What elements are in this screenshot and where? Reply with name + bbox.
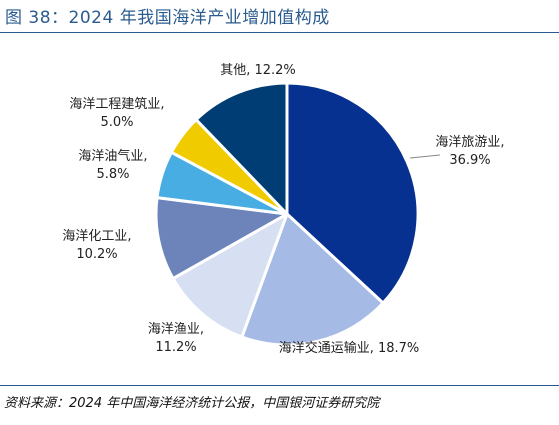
title-divider bbox=[0, 32, 559, 33]
pie-slice-chemical bbox=[154, 196, 289, 281]
data-label-engineering: 海洋工程建筑业, 5.0% bbox=[69, 96, 164, 130]
data-label-fishery: 海洋渔业, 11.2% bbox=[148, 322, 204, 355]
data-label-transport: 海洋交通运输业, 18.7% bbox=[279, 340, 420, 356]
pie-slice-other bbox=[194, 81, 289, 216]
chart-title: 图 38：2024 年我国海洋产业增加值构成 bbox=[5, 8, 330, 28]
pie-slice-fishery bbox=[171, 212, 289, 339]
data-label-oil-gas: 海洋油气业, 5.8% bbox=[78, 148, 147, 182]
source-note: 资料来源：2024 年中国海洋经济统计公报，中国银河证券研究院 bbox=[4, 396, 380, 411]
data-label-other: 其他, 12.2% bbox=[220, 63, 296, 78]
pie-slice-transport bbox=[240, 212, 385, 347]
source-divider bbox=[0, 385, 559, 386]
leader-line-tourism bbox=[409, 154, 441, 159]
data-label-chemical: 海洋化工业, 10.2% bbox=[62, 229, 131, 262]
pie-slice-tourism bbox=[285, 81, 420, 305]
data-label-tourism: 海洋旅游业, 36.9% bbox=[435, 135, 504, 168]
